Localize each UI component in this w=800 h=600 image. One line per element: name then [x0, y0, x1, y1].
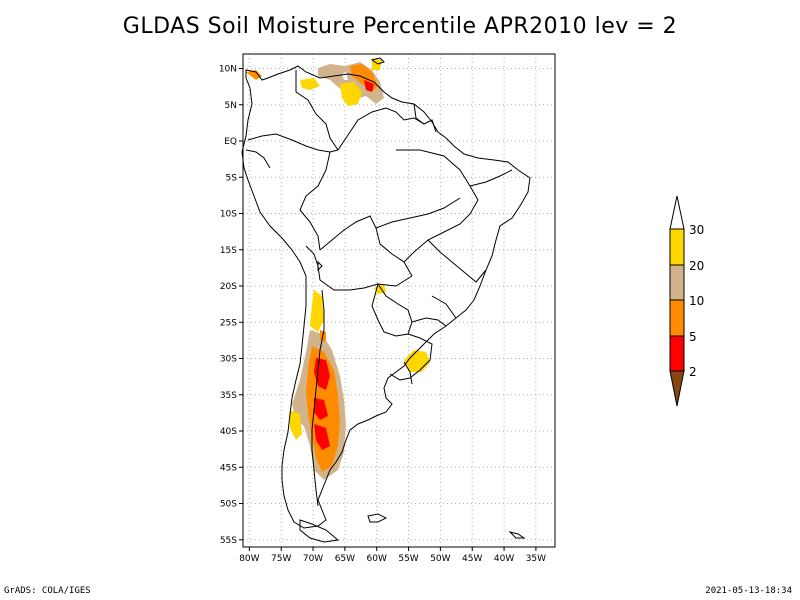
lat-tick-label: 25S [220, 318, 237, 328]
lon-tick-label: 65W [335, 554, 355, 564]
legend-swatch-5-10 [669, 299, 685, 337]
lon-tick-label: 55W [398, 554, 418, 564]
shading-colombia-tip [246, 70, 262, 80]
south-georgia-island [508, 531, 526, 539]
lat-tick-label: 20S [220, 282, 237, 292]
grid-lines [243, 54, 555, 547]
border-brazil-states-3 [375, 197, 461, 229]
lon-tick-label: 40W [494, 554, 514, 564]
shading-chile-yellow [290, 410, 302, 440]
footer-credit: GrADS: COLA/IGES [4, 586, 91, 596]
border-bolivia-peru [305, 245, 321, 281]
longitude-tick-labels: 80W 75W 70W 65W 60W 55W 50W 45W 40W 35W [239, 554, 546, 564]
legend-label-5: 5 [689, 330, 697, 344]
border-brazil-states-6 [411, 317, 447, 327]
border-ecuador-peru [245, 149, 271, 169]
lat-tick-label: 10N [219, 65, 237, 75]
lat-tick-label: EQ [224, 137, 237, 147]
shading-north-yellow-3 [372, 58, 382, 70]
border-brazil-states [396, 149, 479, 263]
border-venezuela-brazil [337, 107, 425, 151]
lagoon-lagoa-dos-patos [403, 361, 413, 385]
legend-label-20: 20 [689, 259, 704, 273]
legend-swatch-10-20 [669, 264, 685, 301]
shading-north-yellow-2 [300, 78, 320, 90]
lon-tick-label: 45W [462, 554, 482, 564]
lat-tick-label: 55S [220, 536, 237, 546]
legend-arrow-top [669, 195, 685, 230]
lon-tick-label: 80W [239, 554, 259, 564]
border-brazil-bolivia [319, 215, 413, 277]
border-colombia-venezuela [295, 70, 339, 151]
lat-tick-label: 45S [220, 463, 237, 473]
tierra-del-fuego [299, 519, 340, 543]
legend-label-2: 2 [689, 365, 697, 379]
lat-tick-label: 35S [220, 391, 237, 401]
latitude-tick-labels: 10N 5N EQ 5S 10S 15S 20S 25S 30S 35S 40S 45S 50S 55S [219, 65, 237, 546]
legend-label-10: 10 [689, 294, 704, 308]
lat-tick-label: 50S [220, 500, 237, 510]
shading-andes-red-2 [314, 398, 328, 420]
border-chile-argentina [311, 289, 325, 507]
border-colombia-peru [247, 133, 339, 153]
legend-swatch-2-5 [669, 335, 685, 372]
lon-tick-label: 35W [526, 554, 546, 564]
shading-chile-north [310, 290, 324, 332]
map-frame [239, 53, 556, 551]
border-falklands-area [367, 513, 388, 523]
shading-north-coast-red [364, 80, 374, 92]
coastlines-and-borders [241, 57, 531, 543]
legend-label-30: 30 [689, 223, 704, 237]
border-guyana-suriname [413, 103, 437, 133]
lat-tick-label: 15S [220, 246, 237, 256]
footer-timestamp: 2021-05-13-18:34 [705, 586, 792, 596]
border-brazil-states-4 [469, 169, 513, 187]
border-peru-brazil [299, 151, 331, 251]
border-brazil-states-2 [427, 239, 487, 283]
lon-tick-label: 60W [367, 554, 387, 564]
caribbean-islands [370, 57, 385, 65]
lat-tick-label: 5N [225, 101, 237, 111]
soil-moisture-shading [246, 58, 430, 480]
lon-tick-label: 50W [430, 554, 450, 564]
map-border [242, 53, 556, 548]
border-bolivia-chile-argentina [319, 275, 413, 291]
border-brazil-states-5 [431, 295, 457, 319]
lon-tick-label: 75W [271, 554, 291, 564]
color-legend: 30 20 10 5 2 [669, 195, 704, 407]
south-america-coastline [241, 65, 531, 529]
lat-tick-label: 5S [226, 173, 238, 183]
lat-tick-label: 40S [220, 427, 237, 437]
shading-north-yellow [340, 82, 362, 106]
lon-tick-label: 70W [303, 554, 323, 564]
shading-andes-red-3 [314, 424, 330, 450]
lat-tick-label: 10S [220, 210, 237, 220]
lake-titicaca [317, 260, 323, 272]
lat-tick-label: 30S [220, 355, 237, 365]
legend-swatch-20-30 [669, 228, 685, 266]
map-title: GLDAS Soil Moisture Percentile APR2010 l… [122, 14, 678, 39]
border-argentina-brazil-uruguay [389, 333, 433, 381]
legend-arrow-bottom [669, 370, 685, 407]
